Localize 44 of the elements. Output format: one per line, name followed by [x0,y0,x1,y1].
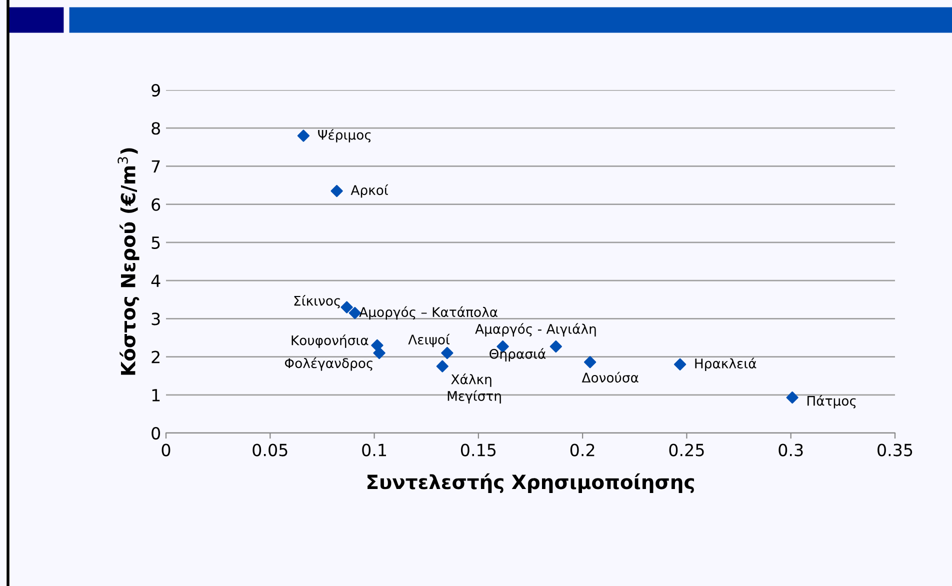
y-tick-label: 1 [152,389,160,402]
x-tick-label: 0.25 [669,444,704,456]
annotation: Φολέγανδρος [284,357,372,371]
y-axis-title: Κόστος Νερού (€/m$^{3}$) [118,148,140,375]
y-tick-label: 4 [151,274,160,287]
annotation: Σίκινος [294,295,340,308]
y-tick-label: 5 [152,236,160,250]
point [786,391,798,404]
x-axis-title: Συντελεστής Χρησιμοποίησης [368,473,694,494]
y-tick-label: 8 [152,122,160,135]
point [584,356,596,368]
annotation: Ηρακλειά [695,358,756,372]
y-tick-label: 3 [152,312,160,326]
y-tick-label: 6 [152,198,160,211]
annotation: Λειψοί [408,334,450,348]
x-tick-label: 0.3 [778,444,803,456]
annotation: Θηρασιά [490,348,546,362]
point [674,358,686,370]
annotation: Ψέριμος [318,129,371,142]
point [330,184,343,198]
point [373,346,386,360]
annotation: Αμαργός - Αιγιάλη [475,323,596,336]
annotation: Χάλκη [451,374,492,387]
x-tick-label: 0.35 [878,444,912,456]
point [436,360,448,372]
x-tick-label: 0 [162,444,170,456]
x-tick-label: 0.1 [362,444,386,456]
x-tick-label: 0.15 [460,444,496,456]
annotation: Δονούσα [582,372,638,383]
annotation: Κουφονήσια [292,334,368,348]
y-tick-label: 2 [152,350,160,364]
annotation: Μεγίστη [448,390,501,404]
point [550,340,562,353]
y-tick-label: 0 [152,426,160,440]
point [297,130,310,142]
y-tick-label: 9 [152,84,160,97]
point [441,346,454,360]
point [340,301,353,314]
x-tick-label: 0.05 [252,444,288,456]
annotation: Αμοργός – Κατάπολα [359,306,498,320]
y-tick-label: 7 [152,160,160,173]
annotation: Πάτμος [808,395,856,408]
x-tick-label: 0.2 [570,444,594,456]
annotation: Αρκοί [350,184,388,198]
